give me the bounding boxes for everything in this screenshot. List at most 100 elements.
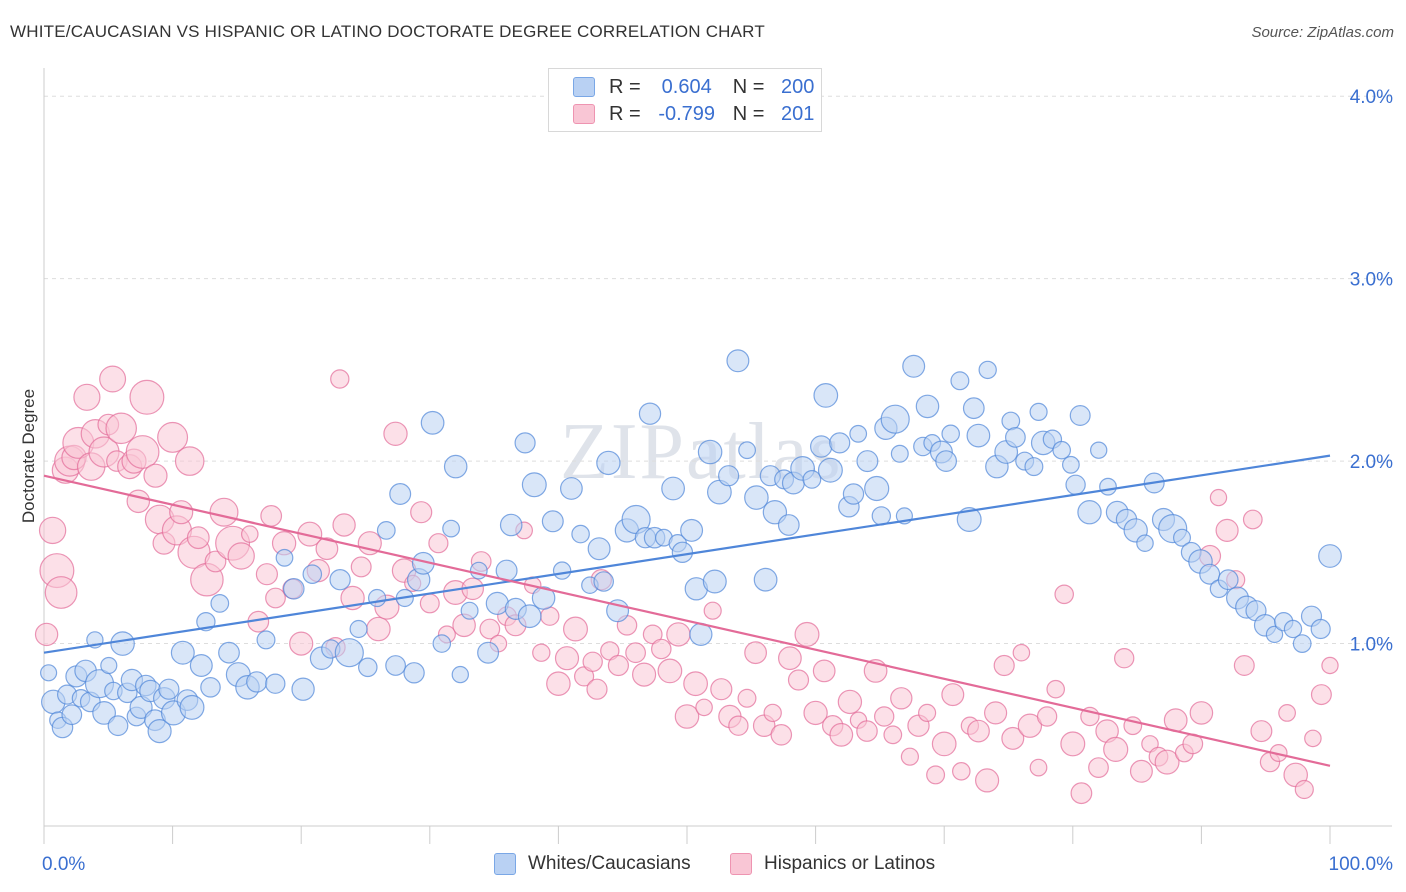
white-point <box>1029 402 1048 421</box>
white-point <box>1136 534 1154 552</box>
bottom-legend-label-hispanics: Hispanics or Latinos <box>764 853 936 874</box>
hispanic-point <box>794 621 820 647</box>
white-point <box>950 371 970 391</box>
white-point <box>902 354 926 378</box>
white-point <box>189 653 213 677</box>
hispanic-point <box>540 606 560 626</box>
white-point <box>349 619 368 639</box>
white-point <box>158 678 180 700</box>
hispanic-point <box>917 703 937 723</box>
source-credit: Source: ZipAtlas.com <box>1251 24 1394 41</box>
hispanic-point <box>941 683 965 707</box>
legend-r-label: R = <box>609 102 641 125</box>
hispanic-point <box>650 638 672 660</box>
white-point <box>587 537 611 561</box>
white-point <box>671 541 694 564</box>
white-point <box>357 657 378 678</box>
white-point <box>376 521 396 540</box>
chart-title: WHITE/CAUCASIAN VS HISPANIC OR LATINO DO… <box>10 22 765 41</box>
legend-swatch-hispanics <box>573 104 595 124</box>
bottom-legend-swatch-whites <box>494 853 516 875</box>
hispanic-point <box>532 643 551 662</box>
hispanic-point <box>951 761 971 781</box>
hispanic-point <box>1103 736 1129 763</box>
legend-r-label: R = <box>609 75 641 98</box>
x-tick-label: 100.0% <box>1329 854 1394 875</box>
white-point <box>962 397 985 420</box>
hispanic-point <box>683 671 708 697</box>
white-point <box>849 424 868 443</box>
white-point <box>368 588 387 608</box>
white-point <box>329 569 351 591</box>
correlation-legend: R = 0.604 N = 200 R = -0.799 N = 201 <box>548 68 822 132</box>
white-point <box>1061 455 1080 474</box>
white-point <box>1265 625 1284 644</box>
white-point <box>842 483 865 505</box>
white-point <box>593 571 614 592</box>
bottom-legend-hispanics: Hispanics or Latinos <box>730 852 935 876</box>
white-point <box>246 671 268 693</box>
white-point <box>813 383 839 408</box>
bottom-legend-label-whites: Whites/Caucasians <box>528 853 691 874</box>
hispanic-point <box>582 651 603 673</box>
hispanic-point <box>315 537 339 561</box>
hispanic-point <box>1294 779 1314 800</box>
white-point <box>477 641 500 664</box>
white-point <box>1052 440 1071 460</box>
hispanic-point <box>34 622 59 647</box>
white-point <box>92 701 116 725</box>
white-point <box>514 432 536 454</box>
white-point <box>1065 474 1086 495</box>
hispanic-point <box>1046 679 1065 699</box>
white-point <box>291 677 315 701</box>
white-point <box>596 450 621 476</box>
white-point <box>403 662 425 684</box>
hispanic-point <box>744 641 767 665</box>
white-point <box>147 718 172 744</box>
hispanic-point <box>890 687 913 710</box>
white-series <box>39 349 1342 744</box>
white-point <box>275 548 294 567</box>
hispanic-point <box>778 646 802 671</box>
white-point <box>334 638 364 668</box>
hispanic-point <box>241 525 259 543</box>
white-point <box>451 665 469 684</box>
hispanic-point <box>350 556 372 578</box>
hispanic-point <box>1054 584 1074 605</box>
trendlines <box>43 454 1331 767</box>
hispanic-point <box>837 689 863 715</box>
hispanic-point <box>255 563 278 586</box>
hispanic-point <box>787 669 810 691</box>
bottom-legend-whites: Whites/Caucasians <box>494 852 691 876</box>
hispanic-point <box>143 463 168 488</box>
white-point <box>1089 441 1108 459</box>
hispanic-point <box>900 747 920 766</box>
hispanic-point <box>931 731 957 757</box>
hispanic-point <box>1304 729 1322 748</box>
hispanic-point <box>410 501 433 524</box>
hispanic-point <box>1070 782 1093 805</box>
hispanic-point <box>1250 720 1273 743</box>
hispanic-point <box>1129 759 1153 783</box>
hispanic-point <box>812 659 836 683</box>
white-point <box>531 586 556 610</box>
hispanic-point <box>157 421 189 453</box>
hispanic-point <box>99 365 127 393</box>
white-point <box>638 402 662 425</box>
white-point <box>100 656 118 675</box>
hispanic-point <box>666 622 691 647</box>
legend-n-value: 200 <box>781 75 815 98</box>
white-point <box>432 634 452 653</box>
white-point <box>1099 477 1117 496</box>
white-point <box>107 715 129 737</box>
white-point <box>978 360 997 380</box>
hispanic-point <box>330 369 350 389</box>
hispanic-point <box>607 654 630 677</box>
legend-r-value: 0.604 <box>661 75 712 98</box>
white-point <box>956 507 982 533</box>
white-point <box>256 630 276 650</box>
hispanic-point <box>657 658 683 684</box>
hispanic-point <box>1310 684 1332 706</box>
white-point <box>179 694 205 720</box>
